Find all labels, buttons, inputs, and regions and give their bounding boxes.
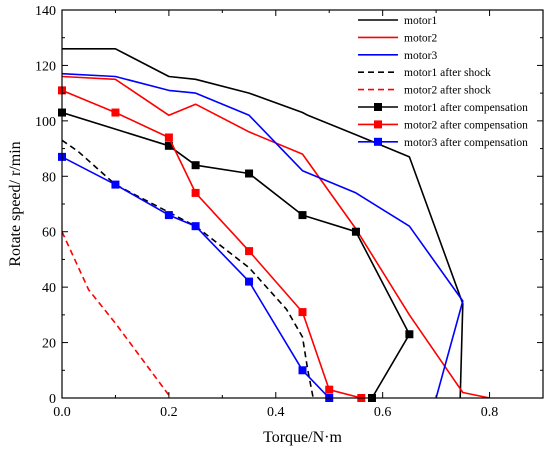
x-tick-label: 0.2 [160,405,178,420]
series-8-point-4 [191,222,200,231]
y-tick-label: 0 [49,392,56,407]
series-line-5 [62,231,170,396]
series-line-4 [62,139,314,398]
legend-label-8: motor3 after compensation [404,137,528,149]
chart-legend: motor1 motor2 motor3 motor1 after shock moto… [358,15,528,149]
y-axis-title: Rotate speed/ r/min [7,141,24,266]
series-8-point-2 [111,180,120,189]
y-tick-label: 140 [35,4,56,19]
series-7-point-2 [111,108,120,117]
series-line-1 [62,47,464,398]
legend-label-4: motor1 after shock [404,67,491,79]
legend-label-2: motor2 [404,32,437,44]
x-tick-label: 0.8 [481,405,499,420]
series-7-point-5 [245,247,254,256]
series-line-3 [62,72,464,398]
y-tick-label: 100 [35,115,56,130]
series-8-point-6 [298,366,307,375]
chart-axes: 0.0 0.2 0.4 0.6 0.8 0 20 40 60 80 100 120 140 [35,4,544,420]
y-tick-label: 60 [42,226,56,241]
x-tick-label: 0.6 [374,405,392,420]
legend-marker-7 [374,120,382,129]
series-7-point-3 [164,133,173,142]
series-line-6 [62,111,411,398]
series-6-point-3 [191,161,200,170]
y-tick-label: 80 [42,170,56,185]
series-6-point-6 [351,227,360,236]
series-7-point-7 [325,385,334,394]
x-tick-label: 0.4 [267,405,285,420]
y-tick-label: 20 [42,337,56,352]
legend-marker-8 [374,137,382,146]
legend-label-6: motor1 after compensation [404,102,528,114]
series-6-point-4 [245,169,254,178]
x-axis-title: Torque/N·m [263,429,342,446]
series-6-point-7 [405,330,414,339]
legend-marker-6 [374,103,382,111]
legend-label-1: motor1 [404,15,437,27]
series-line-7 [62,89,362,398]
series-6-point-2 [164,141,173,150]
series-7-point-4 [191,188,200,197]
series-8-point-5 [245,277,254,286]
series-7-point-6 [298,308,307,317]
y-tick-label: 120 [35,59,56,74]
series-6-point-5 [298,211,307,220]
series-8-point-3 [164,211,173,220]
x-tick-label: 0.0 [53,405,71,420]
y-tick-label: 40 [42,281,56,296]
legend-label-5: motor2 after shock [404,85,491,97]
legend-label-7: motor2 after compensation [404,119,528,131]
legend-label-3: motor3 [404,50,437,62]
